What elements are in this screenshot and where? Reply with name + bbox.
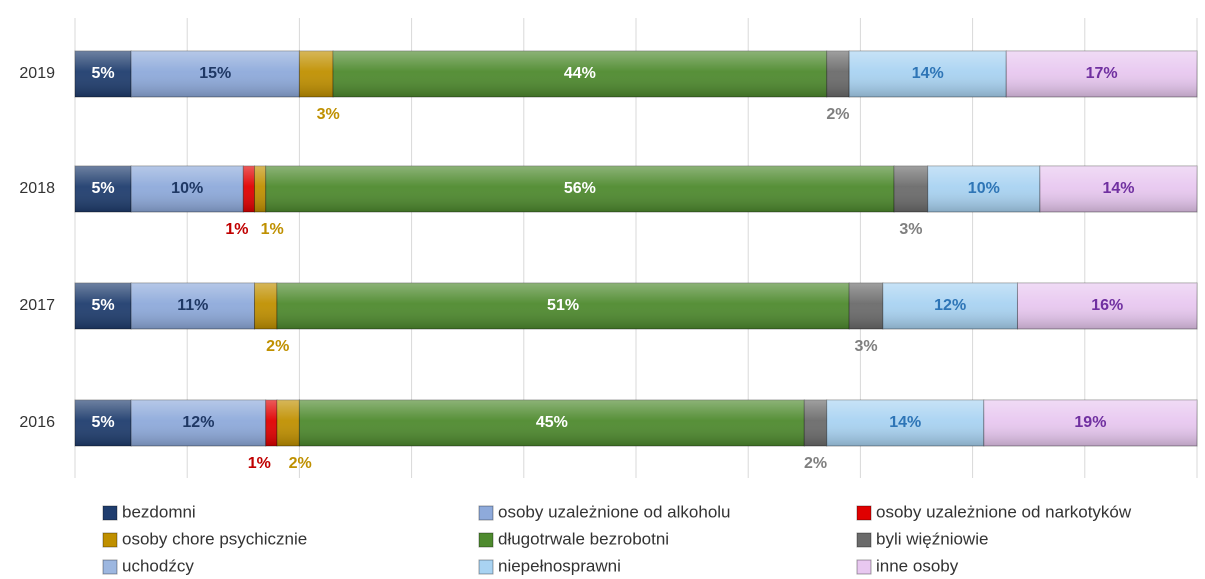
bar-shine (1017, 283, 1197, 329)
data-label: 2% (289, 455, 312, 472)
data-label: 45% (536, 414, 568, 431)
legend-swatch (102, 505, 118, 521)
data-label: 1% (261, 221, 284, 238)
data-label: 10% (171, 180, 203, 197)
bar-shine (299, 51, 334, 97)
legend-swatch (478, 532, 494, 548)
legend-swatch (478, 505, 494, 521)
data-label: 5% (91, 65, 114, 82)
y-tick-label: 2018 (19, 180, 55, 197)
bar-shine (894, 166, 928, 212)
data-label: 17% (1086, 65, 1118, 82)
data-label: 56% (564, 180, 596, 197)
data-label: 1% (225, 221, 248, 238)
data-label: 2% (266, 338, 289, 355)
bar-shine (983, 400, 1197, 446)
data-label: 1% (248, 455, 271, 472)
bar-shine (75, 400, 132, 446)
bar-shine (276, 400, 300, 446)
bar-shine (849, 283, 883, 329)
y-tick-label: 2017 (19, 297, 55, 314)
legend-label: osoby uzależnione od alkoholu (498, 502, 731, 521)
legend-label: długotrwale bezrobotni (498, 529, 669, 548)
legend-label: osoby chore psychicznie (122, 529, 307, 548)
bar-shine (1039, 166, 1197, 212)
bar-shine (75, 51, 132, 97)
data-label: 3% (899, 221, 922, 238)
data-label: 14% (912, 65, 944, 82)
bar-shine (131, 400, 266, 446)
bar-shine (75, 283, 132, 329)
data-label: 10% (968, 180, 1000, 197)
data-label: 51% (547, 297, 579, 314)
data-label: 3% (854, 338, 877, 355)
bar-shine (265, 166, 895, 212)
data-label: 5% (91, 297, 114, 314)
legend-label: byli więźniowie (876, 529, 988, 548)
data-label: 2% (826, 106, 849, 123)
bar-shine (333, 51, 827, 97)
data-label: 5% (91, 180, 114, 197)
legend-label: osoby uzależnione od narkotyków (876, 502, 1132, 521)
bar-shine (927, 166, 1040, 212)
data-label: 16% (1091, 297, 1123, 314)
legend-swatch (856, 505, 872, 521)
data-label: 15% (199, 65, 231, 82)
data-label: 12% (934, 297, 966, 314)
bar-shine (131, 51, 300, 97)
bar-shine (243, 166, 255, 212)
bar-shine (804, 400, 827, 446)
data-label: 5% (91, 414, 114, 431)
y-tick-label: 2016 (19, 414, 55, 431)
bar-shine (849, 51, 1007, 97)
legend-swatch (102, 532, 118, 548)
legend-label: niepełnosprawni (498, 556, 621, 575)
data-label: 44% (564, 65, 596, 82)
y-tick-label: 2019 (19, 65, 55, 82)
data-label: 14% (889, 414, 921, 431)
bar-shine (826, 51, 850, 97)
bar-shine (75, 166, 132, 212)
legend-label: uchodźcy (122, 556, 194, 575)
legend-label: bezdomni (122, 502, 196, 521)
bar-shine (299, 400, 805, 446)
data-label: 19% (1074, 414, 1106, 431)
legend-swatch (856, 532, 872, 548)
bar-shine (131, 166, 244, 212)
bar-shine (882, 283, 1018, 329)
data-label: 12% (182, 414, 214, 431)
bar-shine (254, 283, 277, 329)
bar-shine (826, 400, 984, 446)
legend-swatch (856, 559, 872, 575)
data-label: 14% (1102, 180, 1134, 197)
data-label: 2% (804, 455, 827, 472)
bar-shine (276, 283, 850, 329)
legend-swatch (478, 559, 494, 575)
legend-swatch (102, 559, 118, 575)
data-label: 3% (317, 106, 340, 123)
legend-label: inne osoby (876, 556, 959, 575)
bar-shine (265, 400, 277, 446)
bar-shine (1006, 51, 1197, 97)
bar-shine (254, 166, 266, 212)
bar-shine (131, 283, 255, 329)
data-label: 11% (177, 297, 208, 314)
